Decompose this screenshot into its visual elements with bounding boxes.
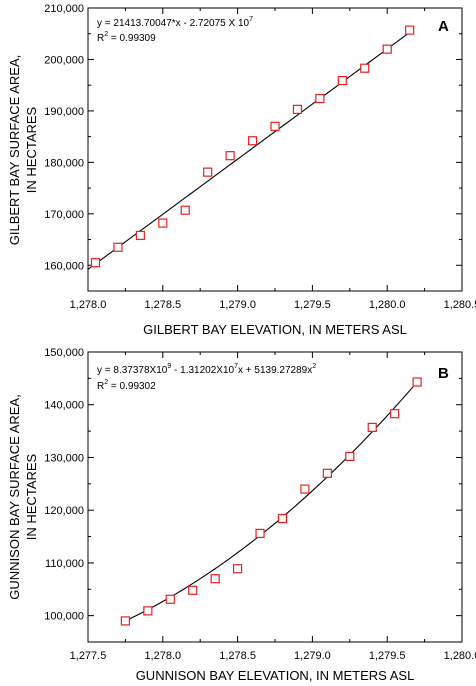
data-point-b-6 [255,528,265,538]
panel-a: 1,278.0 1,278.5 1,279.0 1,279.5 1,280.0 1,280… [7,3,476,337]
data-point-b-8 [300,484,310,494]
data-point-a-9 [292,104,303,114]
y-tick-label-b-1: 110,000 [45,558,84,570]
markers-b [120,377,422,626]
y-tick-label-b-2: 120,000 [44,505,84,517]
x-tick-label-a-0: 1,278.0 [70,299,107,311]
x-tick-label-b-1: 1,278.0 [144,650,181,662]
y-tick-label-a-5: 210,000 [44,3,84,15]
fit-b [125,378,421,622]
data-point-b-11 [367,422,377,432]
y-axis-label-b-line2: IN HECTARES [24,453,39,540]
ticks-b: 1,277.5 1,278.0 1,278.5 1,279.0 1,279.5 1,280… [44,347,476,662]
data-point-b-7 [277,514,288,524]
y-axis-label-b-line1: GUNNISON BAY SURFACE AREA, [7,394,22,599]
data-point-b-0 [120,616,131,626]
x-tick-label-a-2: 1,279.0 [219,299,256,311]
y-tick-label-a-4: 200,000 [44,54,84,66]
y-tick-label-b-4: 140,000 [44,400,84,412]
equation-b: y = 8.37378X109 - 1.31202X107x + 5139.27… [97,363,316,376]
fit-line-a [87,29,413,270]
y-tick-label-b-3: 130,000 [44,452,84,464]
y-tick-label-b-0: 100,000 [44,611,84,623]
panel-b: 1,277.5 1,278.0 1,278.5 1,279.0 1,279.5 1,280… [7,347,476,683]
data-point-a-6 [225,151,235,161]
panel-letter-b: B [438,365,449,382]
data-point-b-10 [345,451,355,461]
panel-letter-a: A [438,18,449,35]
data-point-b-13 [412,377,422,387]
x-tick-label-a-1: 1,278.5 [144,299,181,311]
data-point-a-3 [158,218,168,228]
data-point-b-2 [165,594,175,604]
r-squared-a: R2 = 0.99309 [97,31,156,44]
x-tick-label-b-2: 1,278.5 [219,650,256,662]
x-tick-label-a-4: 1,280.0 [369,299,406,311]
y-tick-label-b-5: 150,000 [44,347,84,359]
data-point-a-13 [382,44,392,54]
markers-a [90,25,415,268]
x-axis-label-a: GILBERT BAY ELEVATION, IN METERS ASL [143,322,407,337]
r-squared-b: R2 = 0.99302 [97,379,156,392]
ticks-a: 1,278.0 1,278.5 1,279.0 1,279.5 1,280.0 1,280… [44,3,476,311]
data-point-b-9 [322,468,332,478]
y-tick-label-a-1: 170,000 [44,209,84,221]
y-tick-label-a-2: 180,000 [44,157,84,169]
data-point-a-1 [113,242,123,252]
y-tick-label-a-0: 160,000 [44,260,84,272]
x-tick-label-b-5: 1,280.0 [444,650,476,662]
data-point-b-3 [188,585,198,595]
data-point-a-0 [90,258,101,268]
data-point-a-12 [360,63,370,73]
data-point-a-5 [203,167,213,177]
data-point-a-4 [180,205,190,215]
x-tick-label-a-3: 1,279.5 [294,299,331,311]
fit-a [87,29,413,270]
data-point-a-7 [247,136,258,146]
x-tick-label-b-4: 1,279.5 [369,650,406,662]
data-point-a-2 [135,230,145,241]
y-axis-label-a-line1: GILBERT BAY SURFACE AREA, [7,55,22,246]
data-point-b-4 [210,574,220,584]
fit-curve-b [125,378,421,622]
y-axis-label-a-line2: IN HECTARES [24,106,39,193]
data-point-a-14 [405,25,415,35]
x-tick-label-b-3: 1,279.0 [294,650,331,662]
x-axis-label-b: GUNNISON BAY ELEVATION, IN METERS ASL [136,668,415,683]
data-point-a-10 [315,93,325,104]
data-point-a-11 [337,75,347,86]
equation-a: y = 21413.70047*x - 2.72075 X 107 [97,16,253,29]
y-tick-label-a-3: 190,000 [44,106,84,118]
x-tick-label-b-0: 1,277.5 [70,650,107,662]
plot-frame-a [87,7,463,292]
x-tick-label-a-5: 1,280.5 [444,299,476,311]
data-point-b-12 [390,409,400,419]
data-point-b-1 [143,606,153,616]
data-point-b-5 [233,564,243,574]
data-point-a-8 [270,121,280,131]
